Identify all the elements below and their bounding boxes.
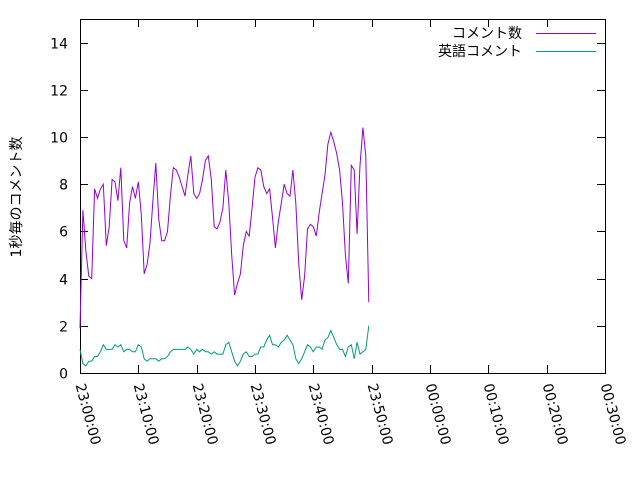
plot-frame xyxy=(80,19,606,374)
series-line-2 xyxy=(79,325,370,367)
x-tick-label: 00:20:00 xyxy=(539,382,571,447)
y-tick-label: 8 xyxy=(59,178,68,194)
y-tick-label: 2 xyxy=(59,320,68,336)
y-axis: 0 2 4 6 8 10 12 14 xyxy=(50,37,605,383)
x-tick-label: 23:50:00 xyxy=(364,382,396,447)
legend-label-1: コメント数 xyxy=(452,26,522,42)
x-tick-label: 23:10:00 xyxy=(130,382,162,447)
x-tick-label: 23:40:00 xyxy=(305,382,337,447)
y-tick-label: 12 xyxy=(50,84,68,100)
y-tick-label: 4 xyxy=(59,273,68,289)
series-line-1 xyxy=(79,127,370,329)
y-tick-label: 10 xyxy=(50,131,68,147)
x-tick-label: 23:00:00 xyxy=(72,382,104,447)
y-tick-label: 14 xyxy=(50,37,68,53)
x-tick-label: 23:30:00 xyxy=(247,382,279,447)
legend-label-2: 英語コメント xyxy=(438,43,522,60)
series-layer xyxy=(79,127,370,367)
x-tick-label: 00:10:00 xyxy=(480,382,512,447)
x-tick-label: 23:20:00 xyxy=(189,382,221,447)
y-tick-label: 0 xyxy=(59,367,68,383)
x-tick-label: 00:30:00 xyxy=(597,382,629,447)
y-tick-label: 6 xyxy=(59,225,68,241)
y-axis-label: 1秒毎のコメント数 xyxy=(9,137,25,258)
x-tick-label: 00:00:00 xyxy=(422,382,454,447)
